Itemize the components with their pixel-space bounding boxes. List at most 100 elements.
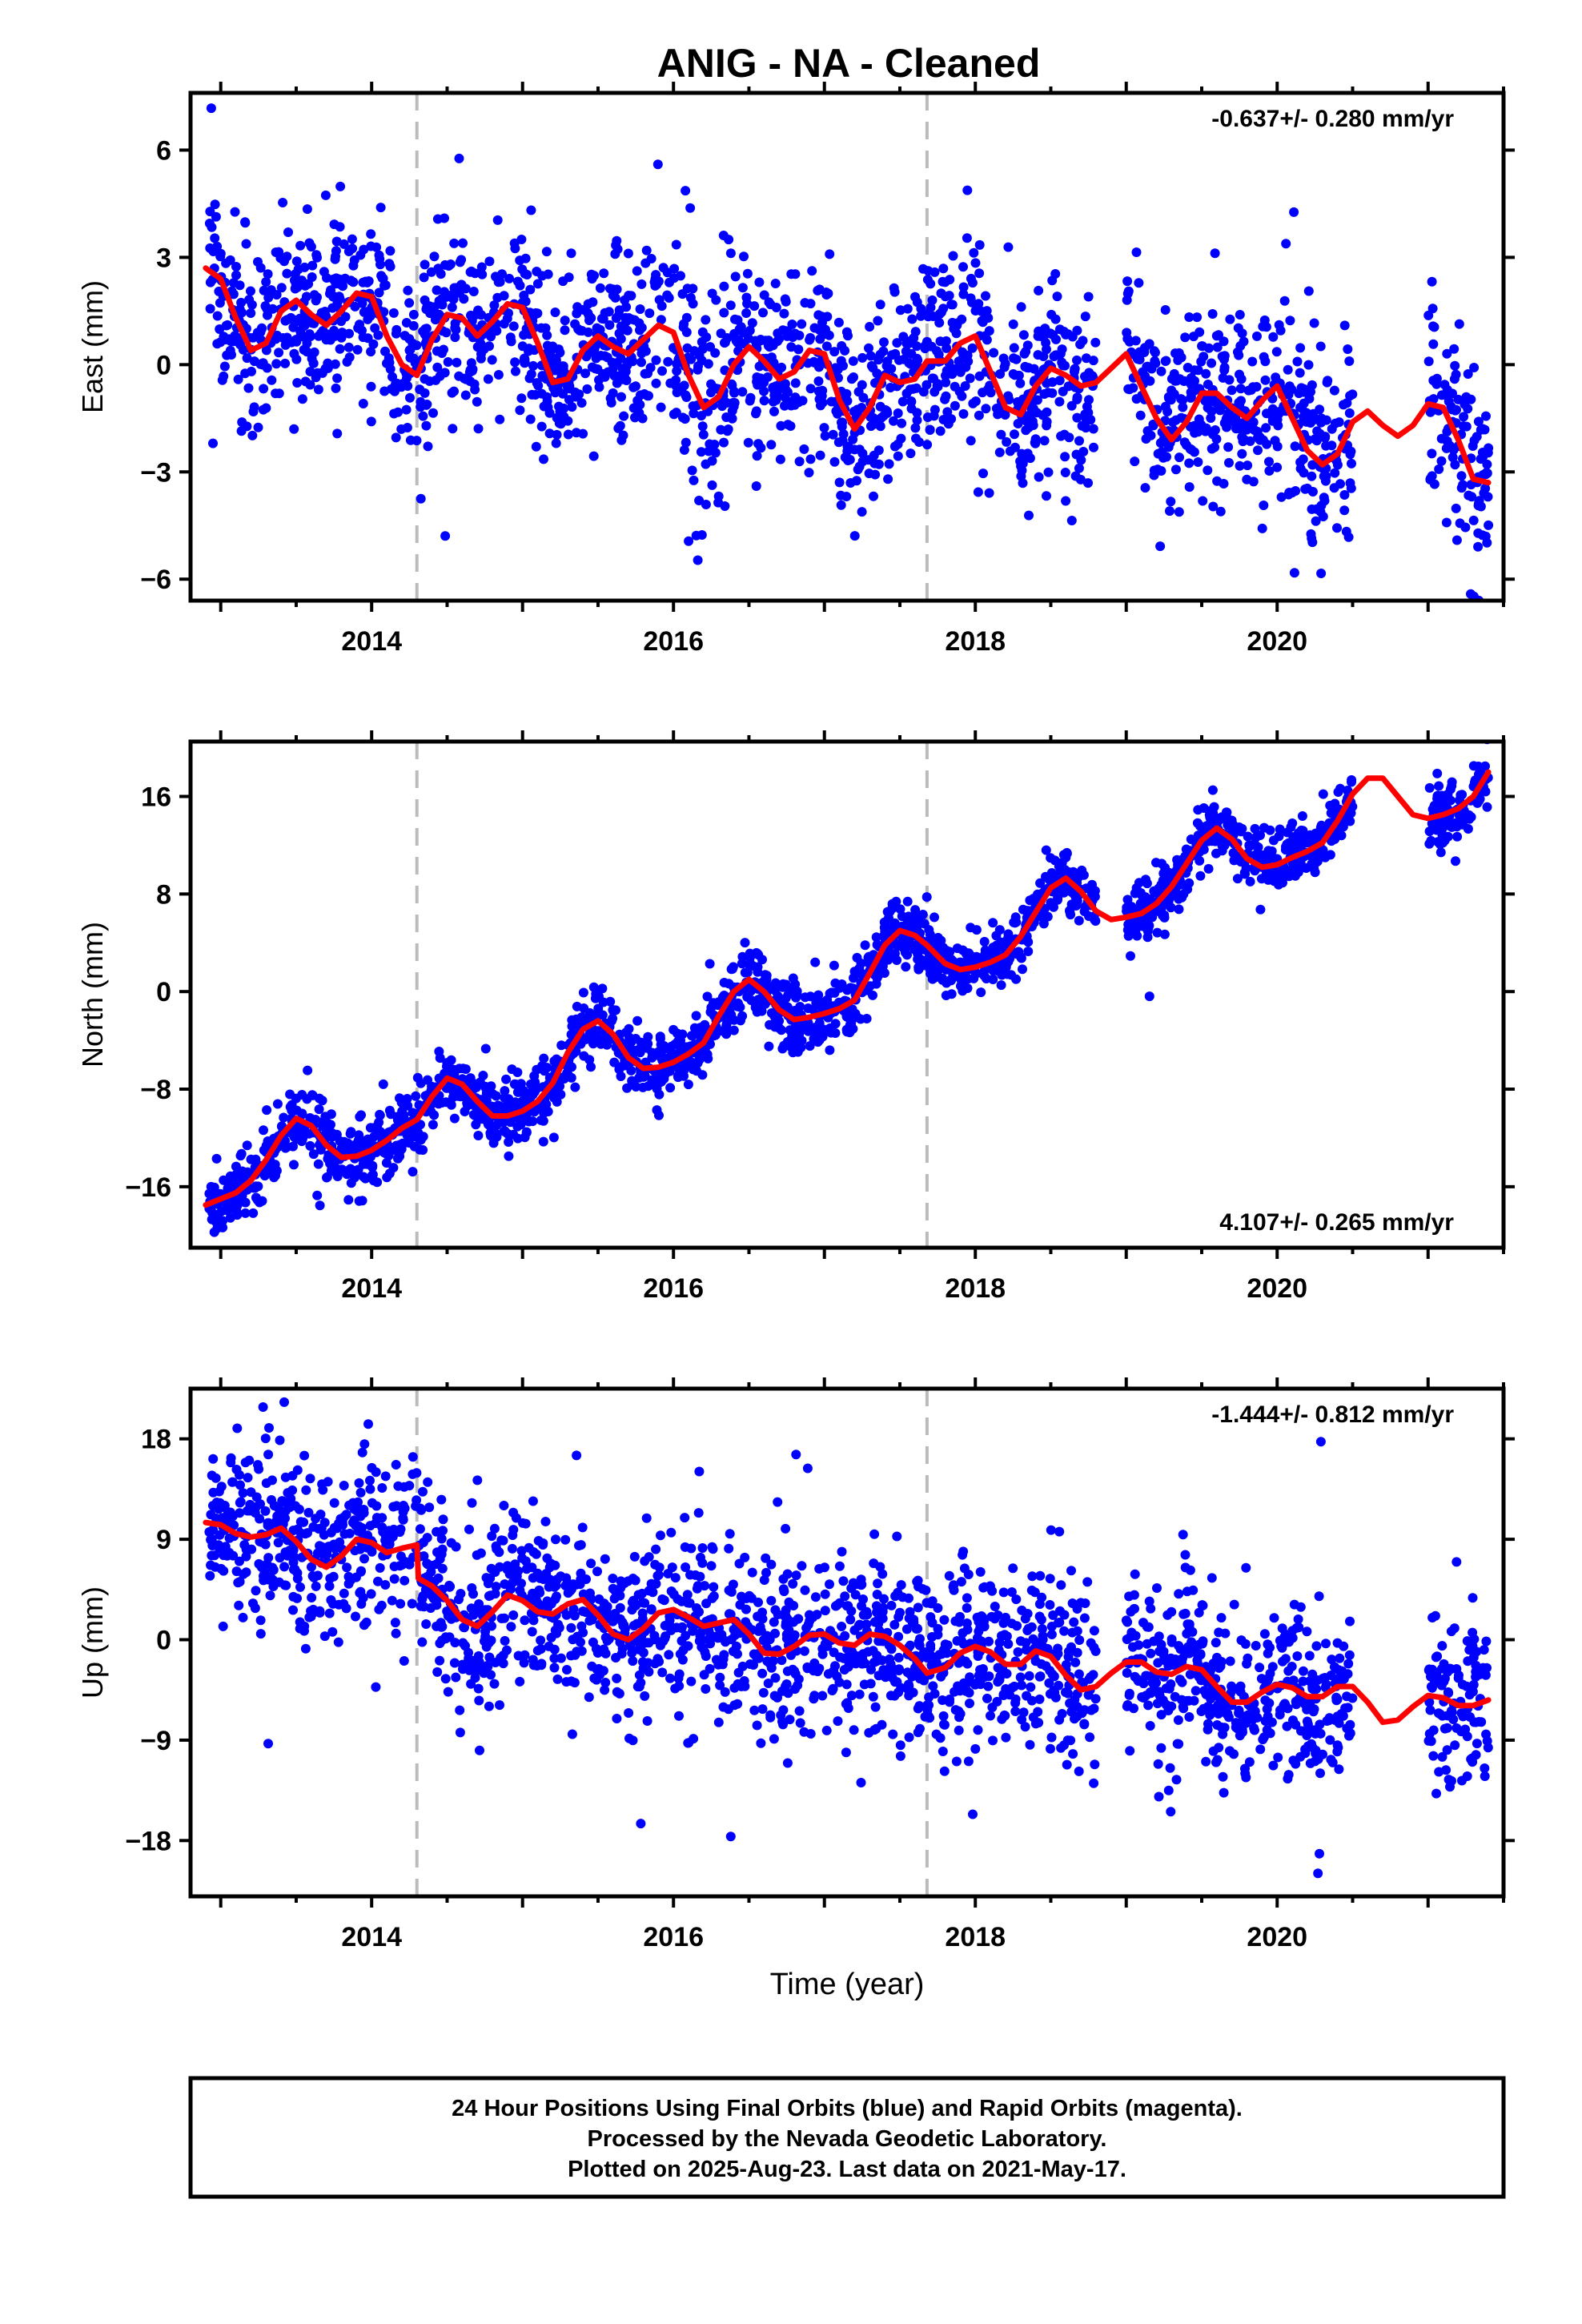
- data-point: [681, 312, 692, 323]
- data-point: [1474, 795, 1484, 806]
- data-point: [636, 323, 647, 333]
- data-point: [893, 408, 903, 418]
- data-point: [996, 980, 1006, 991]
- data-point: [912, 415, 922, 425]
- data-point: [328, 292, 339, 302]
- data-point: [297, 394, 307, 404]
- data-point: [829, 960, 839, 971]
- data-point: [989, 348, 999, 358]
- data-point: [904, 358, 914, 368]
- data-point: [323, 1118, 332, 1128]
- data-point: [288, 322, 299, 332]
- data-point: [367, 1546, 377, 1557]
- data-point: [958, 289, 969, 300]
- data-point: [1021, 425, 1031, 436]
- data-point: [299, 1450, 310, 1461]
- data-point: [564, 395, 574, 405]
- data-point: [970, 258, 981, 268]
- data-point: [243, 1168, 253, 1178]
- x-tick-label: 2018: [945, 1273, 1006, 1304]
- data-point: [418, 411, 428, 421]
- data-point: [295, 1517, 306, 1527]
- data-point: [488, 1138, 499, 1148]
- data-point: [681, 392, 692, 402]
- data-point: [813, 386, 824, 396]
- data-point: [407, 1598, 417, 1609]
- data-point: [346, 1574, 356, 1585]
- data-point: [1042, 420, 1052, 431]
- data-point: [1083, 292, 1094, 302]
- data-point: [1442, 427, 1452, 436]
- x-tick-label: 2014: [341, 1273, 402, 1304]
- data-point: [491, 1582, 501, 1592]
- data-point: [486, 1081, 496, 1092]
- data-point: [1468, 441, 1478, 451]
- data-point: [1447, 777, 1457, 787]
- data-point: [852, 952, 862, 963]
- data-point: [231, 1566, 242, 1577]
- data-point: [845, 1027, 855, 1038]
- data-point: [1210, 248, 1220, 259]
- data-point: [1079, 907, 1090, 917]
- data-point: [379, 1148, 389, 1158]
- data-point: [472, 1475, 483, 1486]
- data-point: [1345, 391, 1355, 401]
- data-point: [1276, 492, 1287, 502]
- data-point: [526, 205, 536, 215]
- data-point: [965, 373, 975, 384]
- data-point: [1318, 512, 1328, 521]
- data-point: [966, 293, 976, 304]
- data-point: [586, 313, 596, 324]
- data-point: [304, 329, 315, 340]
- data-point: [1306, 529, 1316, 539]
- data-point: [1447, 822, 1457, 832]
- data-point: [739, 251, 749, 262]
- data-point: [276, 283, 287, 293]
- data-point: [261, 403, 271, 413]
- data-point: [1252, 331, 1262, 341]
- data-point: [683, 1080, 693, 1090]
- data-point: [947, 317, 958, 328]
- data-point: [785, 421, 796, 431]
- data-point: [693, 555, 703, 565]
- data-point: [1469, 363, 1480, 372]
- data-point: [259, 384, 269, 394]
- data-point: [787, 320, 797, 329]
- data-point: [1022, 363, 1033, 373]
- data-point: [450, 318, 460, 328]
- data-point: [454, 153, 464, 163]
- data-point: [511, 1080, 521, 1089]
- data-point: [1424, 838, 1435, 849]
- data-point: [1016, 302, 1026, 312]
- data-point: [271, 290, 282, 300]
- data-point: [626, 1065, 636, 1076]
- data-point: [389, 1574, 400, 1584]
- data-point: [640, 1038, 651, 1048]
- data-point: [985, 380, 995, 391]
- data-point: [259, 1125, 268, 1136]
- data-point: [1473, 541, 1484, 552]
- data-point: [221, 258, 231, 268]
- data-point: [307, 1593, 317, 1602]
- data-point: [999, 362, 1010, 372]
- data-point: [689, 1023, 700, 1033]
- data-point: [584, 1055, 595, 1065]
- data-point: [524, 346, 533, 356]
- data-point: [843, 456, 853, 465]
- data-point: [841, 388, 852, 399]
- data-point: [1291, 486, 1301, 496]
- data-point: [848, 356, 858, 366]
- data-point: [600, 372, 610, 382]
- data-point: [408, 338, 418, 348]
- data-point: [1131, 394, 1142, 404]
- data-point: [765, 1019, 775, 1030]
- data-point: [363, 314, 373, 324]
- data-point: [672, 1028, 682, 1039]
- data-point: [935, 426, 946, 436]
- data-point: [475, 1077, 485, 1088]
- data-point: [1034, 472, 1044, 482]
- data-point: [1134, 878, 1144, 888]
- data-point: [1264, 456, 1274, 467]
- data-point: [646, 254, 656, 263]
- data-point: [697, 327, 708, 337]
